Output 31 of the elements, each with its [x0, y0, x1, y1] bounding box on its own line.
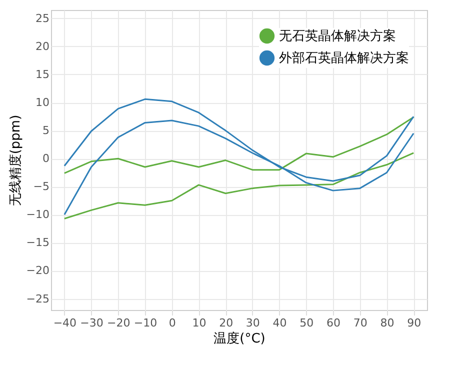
x-tick-label: 20 — [219, 316, 234, 330]
x-tick-label: 0 — [168, 316, 176, 330]
y-tick-label: 10 — [36, 96, 50, 110]
legend-label: 无石英晶体解决方案 — [279, 28, 396, 44]
x-tick-label: 70 — [353, 316, 368, 330]
y-tick-label: 0 — [42, 152, 50, 166]
y-tick-label: −10 — [26, 208, 50, 222]
y-tick-label: 20 — [36, 40, 50, 53]
x-tick-label: 80 — [380, 316, 394, 330]
y-tick-label: 5 — [42, 124, 50, 138]
y-axis-title: 无线精度(ppm) — [7, 114, 24, 206]
x-tick-label: 60 — [326, 316, 340, 330]
x-tick-label: 40 — [272, 316, 287, 330]
x-tick-label: −40 — [53, 316, 77, 330]
y-tick-label: 25 — [36, 12, 50, 25]
x-tick-label: 50 — [300, 316, 314, 330]
x-tick-label: −10 — [134, 316, 158, 330]
y-tick-label: −5 — [33, 180, 50, 194]
y-tick-label: 15 — [36, 68, 50, 81]
y-tick-label: −25 — [26, 292, 50, 306]
x-tick-label: 10 — [192, 316, 206, 330]
y-tick-label: −15 — [26, 236, 50, 250]
line-series — [64, 116, 414, 174]
x-tick-label: 90 — [407, 316, 422, 330]
x-axis-title: 温度(°C) — [214, 330, 266, 346]
line-series — [64, 152, 414, 220]
legend-label: 外部石英晶体解决方案 — [279, 50, 409, 66]
x-tick-label: −20 — [107, 316, 130, 330]
x-tick-label: 30 — [246, 316, 260, 330]
x-tick-label: −30 — [80, 316, 104, 330]
y-tick-label: −20 — [26, 264, 50, 278]
